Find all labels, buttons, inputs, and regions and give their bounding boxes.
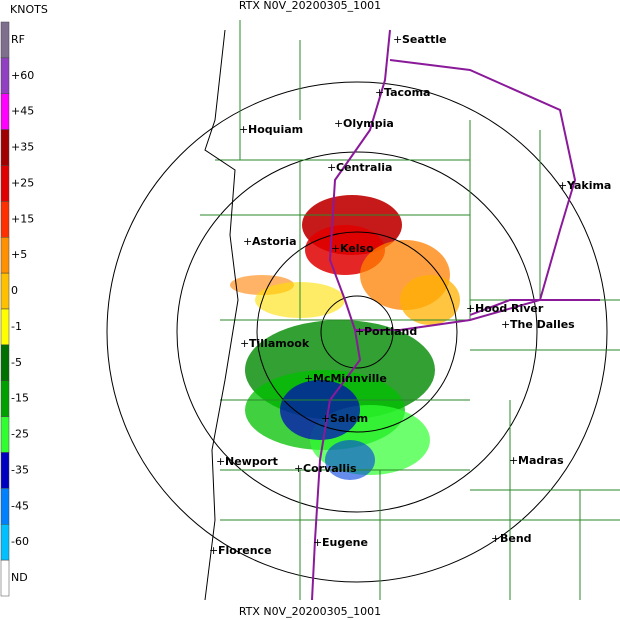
city-label: The Dalles (510, 318, 575, 331)
city-marker: + (393, 33, 402, 46)
city-marker: + (327, 161, 336, 174)
city-marker: + (240, 337, 249, 350)
legend-unit: KNOTS (10, 3, 48, 16)
city-label: Astoria (252, 235, 297, 248)
city-label: Hoquiam (248, 123, 303, 136)
legend-swatch (0, 21, 10, 59)
legend-label: -45 (11, 499, 29, 512)
city-marker: + (321, 412, 330, 425)
city-label: Florence (218, 544, 272, 557)
legend-label: +45 (11, 105, 34, 118)
highways (311, 29, 600, 601)
legend-swatch (0, 308, 10, 346)
legend: KNOTS RF +60 +45 +35 +25 +15 +5 0 -1 -5 -15 -25 -35 -4… (0, 3, 48, 597)
legend-swatch (0, 488, 10, 525)
legend-label: RF (11, 33, 25, 46)
city-marker: + (294, 462, 303, 475)
legend-label: 0 (11, 284, 18, 297)
legend-label: -60 (11, 535, 29, 548)
city-marker: + (243, 235, 252, 248)
city-label: McMinnville (313, 372, 387, 385)
city-marker: + (501, 318, 510, 331)
city-label: Seattle (402, 33, 447, 46)
city-label: Hood River (475, 302, 544, 315)
city-label: Portland (364, 325, 417, 338)
legend-swatch (0, 237, 10, 274)
legend-label: +25 (11, 176, 34, 189)
legend-label: -15 (11, 392, 29, 405)
city-marker: + (304, 372, 313, 385)
city-label: Olympia (343, 117, 394, 130)
coastline (204, 29, 239, 601)
city-marker: + (509, 454, 518, 467)
city-marker: + (313, 536, 322, 549)
legend-swatch (0, 416, 10, 453)
title-top: RTX N0V_20200305_1001 (239, 0, 381, 12)
legend-swatch (0, 559, 10, 597)
legend-swatch (0, 524, 10, 561)
city-marker: + (466, 302, 475, 315)
range-rings (106, 81, 608, 583)
legend-swatch (0, 165, 10, 202)
legend-swatch (0, 344, 10, 381)
legend-label: -25 (11, 428, 29, 441)
city-label: Kelso (340, 242, 374, 255)
city-marker: + (239, 123, 248, 136)
city-label: Yakima (566, 179, 611, 192)
city-marker: + (355, 325, 364, 338)
city-label: Eugene (322, 536, 368, 549)
city-label: Centralia (336, 161, 392, 174)
city-label: Corvallis (303, 462, 357, 475)
title-bottom: RTX N0V_20200305_1001 (239, 605, 381, 618)
city-label: Salem (330, 412, 368, 425)
cities: + Seattle+ Tacoma+ Hoquiam + Olympia+ Centrali… (209, 33, 611, 557)
city-label: Madras (518, 454, 564, 467)
legend-swatch (0, 201, 10, 238)
city-marker: + (334, 117, 343, 130)
city-label: Tacoma (384, 86, 430, 99)
legend-label: -35 (11, 463, 29, 476)
legend-swatch (0, 129, 10, 166)
city-marker: + (209, 544, 218, 557)
city-label: Newport (225, 455, 278, 468)
legend-label: ND (11, 571, 28, 584)
legend-swatch (0, 452, 10, 489)
city-marker: + (491, 532, 500, 545)
legend-label: +60 (11, 69, 34, 82)
legend-label: -5 (11, 356, 22, 369)
legend-label: -1 (11, 320, 22, 333)
city-marker: + (331, 242, 340, 255)
city-marker: + (558, 179, 567, 192)
legend-swatch (0, 272, 10, 310)
city-marker: + (216, 455, 225, 468)
legend-label: +35 (11, 141, 34, 154)
legend-swatch (0, 93, 10, 130)
city-label: Bend (500, 532, 532, 545)
city-marker: + (375, 86, 384, 99)
legend-swatch (0, 57, 10, 94)
legend-label: +15 (11, 212, 34, 225)
legend-swatch (0, 380, 10, 417)
legend-label: +5 (11, 248, 27, 261)
city-label: Tillamook (249, 337, 310, 350)
